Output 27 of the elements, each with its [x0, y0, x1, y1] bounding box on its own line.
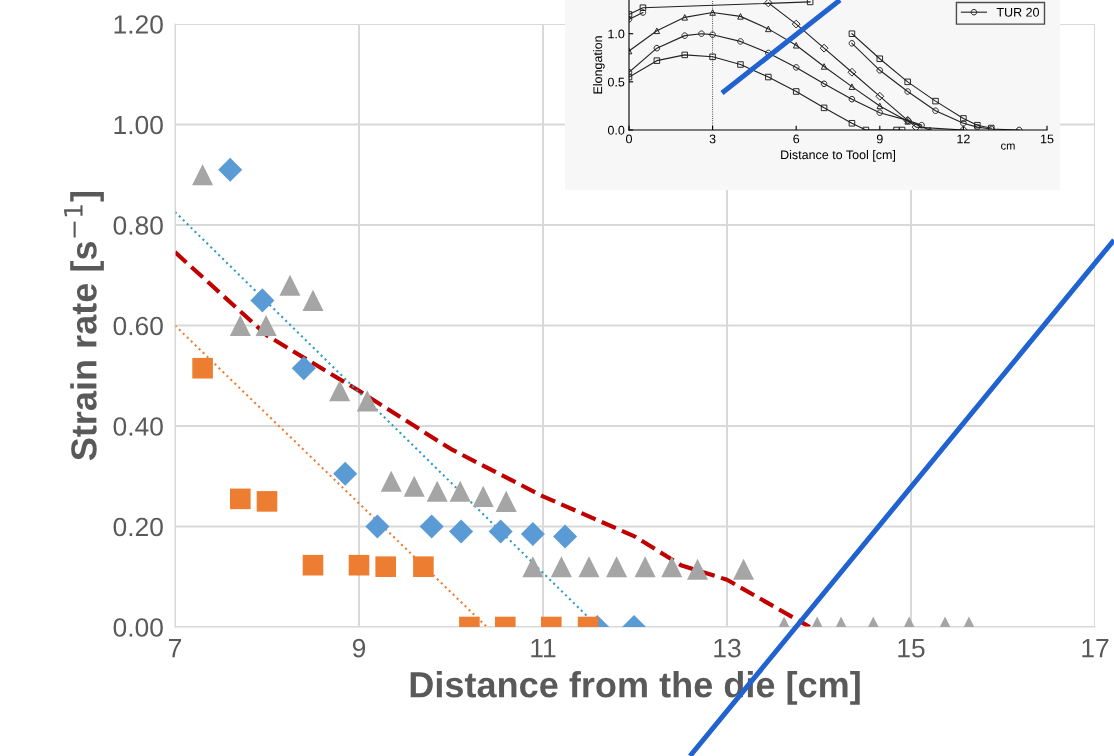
y-axis-title: Strain rate [s$^{−1}$]	[64, 191, 104, 461]
y-tick-label: 1.00	[114, 115, 163, 135]
x-tick-label: 15	[1041, 134, 1054, 144]
x-tick-label: 9	[352, 638, 366, 658]
x-tick-label: 0	[626, 134, 632, 144]
x-tick-label: 9	[876, 134, 883, 144]
legend-label: TUR 20	[996, 7, 1040, 17]
x-tick-label: 13	[714, 638, 741, 658]
y-tick-label: 1.20	[114, 15, 163, 34]
x-tick-label: 11	[531, 639, 556, 658]
x-tick-label: 3	[709, 134, 716, 144]
x-tick-label: 17	[1082, 639, 1109, 658]
x-tick-label: 12	[957, 134, 970, 144]
x-tick-label: 15	[898, 639, 925, 658]
y-tick-label: 0.40	[113, 417, 163, 436]
y-tick-label: 0.0	[607, 125, 625, 135]
y-axis-title: Elongation	[593, 36, 605, 94]
x-tick-label: 6	[793, 134, 800, 144]
y-tick-label: 0.5	[607, 77, 625, 87]
x-axis-title: Distance to Tool [cm]	[781, 149, 896, 162]
y-tick-label: 0.00	[113, 618, 163, 637]
y-tick-label: 0.60	[113, 316, 163, 336]
x-tick-label: 7	[169, 639, 182, 658]
annotation: cm	[1001, 143, 1015, 150]
y-tick-label: 1.0	[608, 29, 625, 39]
y-tick-label: 0.80	[113, 216, 163, 235]
y-tick-label: 0.20	[113, 517, 163, 537]
